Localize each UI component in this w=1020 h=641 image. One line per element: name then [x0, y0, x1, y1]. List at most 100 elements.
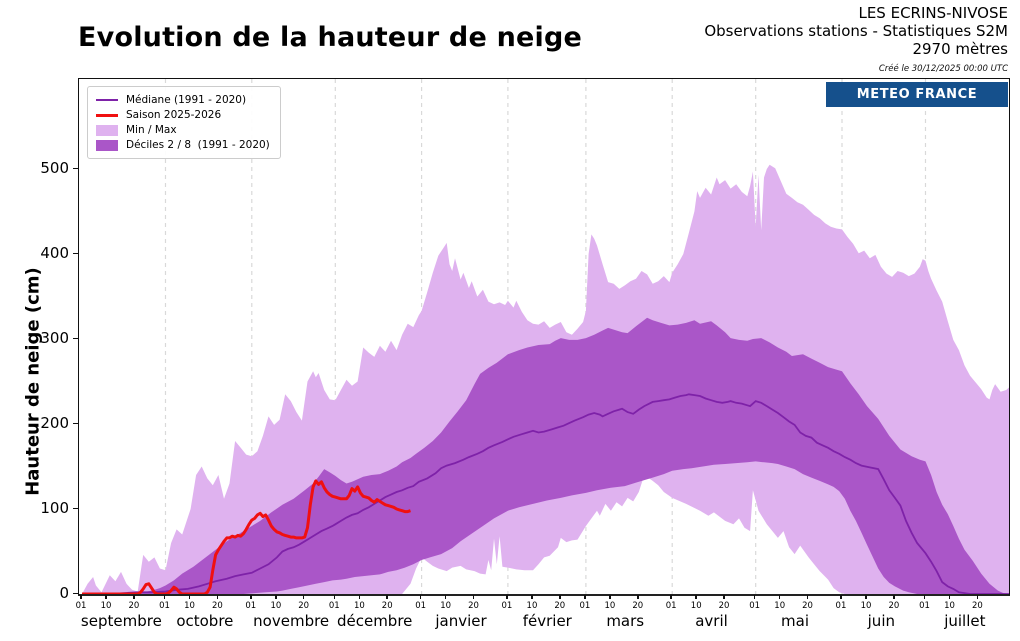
- legend-item: Min / Max: [96, 123, 270, 137]
- x-tick-label: 01: [919, 601, 930, 611]
- y-tick-mark: [73, 592, 78, 594]
- x-tick-label: 10: [100, 601, 112, 611]
- x-tick-mark: [506, 595, 508, 599]
- x-tick-label: 10: [270, 601, 282, 611]
- legend-item: Déciles 2 / 8 (1991 - 2020): [96, 138, 270, 152]
- y-tick-label: 0: [59, 584, 69, 602]
- y-tick-mark: [73, 422, 78, 424]
- x-tick-label: 20: [211, 601, 223, 611]
- x-tick-label: 20: [888, 601, 900, 611]
- legend-patch-swatch: [96, 124, 118, 136]
- x-tick-mark: [80, 595, 82, 599]
- x-tick-label: 10: [690, 601, 702, 611]
- y-tick-mark: [73, 167, 78, 169]
- x-tick-label: 01: [75, 601, 87, 611]
- month-label: septembre: [80, 612, 162, 630]
- month-label: novembre: [253, 612, 330, 630]
- y-tick-label: 500: [40, 159, 69, 177]
- x-tick-label: 20: [554, 601, 566, 611]
- x-tick-mark: [188, 595, 191, 599]
- decile-band: [82, 317, 1009, 594]
- x-axis: 01 10 20 septembre 01 10 20 octobre 01 10 20 novemb…: [76, 595, 1014, 641]
- x-tick-label: 20: [128, 601, 140, 611]
- month-label: décembre: [336, 612, 413, 630]
- legend-label: Déciles 2 / 8 (1991 - 2020): [126, 139, 270, 151]
- x-tick-label: 10: [353, 601, 365, 611]
- x-tick-mark: [275, 595, 277, 599]
- legend-label: Médiane (1991 - 2020): [126, 94, 247, 106]
- x-tick-label: 01: [579, 601, 591, 611]
- x-tick-mark: [865, 595, 867, 599]
- created-timestamp: Créé le 30/12/2025 00:00 UTC: [878, 64, 1008, 74]
- legend-item: Saison 2025-2026: [96, 108, 270, 122]
- x-tick-label: 01: [415, 601, 427, 611]
- x-tick-mark: [333, 595, 336, 599]
- month-label: juin: [867, 612, 895, 630]
- x-tick-label: 20: [468, 601, 479, 611]
- y-tick-mark: [73, 252, 78, 254]
- plot-area: Médiane (1991 - 2020) Saison 2025-2026 Min…: [78, 78, 1010, 596]
- x-tick-label: 10: [526, 601, 538, 611]
- legend-patch-swatch: [96, 139, 118, 151]
- x-tick-label: 20: [381, 601, 393, 611]
- x-tick-mark: [472, 595, 475, 599]
- chart-svg: [82, 79, 1009, 594]
- x-tick-label: 01: [835, 601, 847, 611]
- median-line: [82, 393, 1009, 594]
- page-title: Evolution de la hauteur de neige: [78, 22, 583, 53]
- x-tick-mark: [444, 595, 447, 599]
- x-tick-label: 10: [774, 601, 786, 611]
- x-tick-label: 20: [632, 601, 644, 611]
- x-tick-label: 10: [860, 601, 872, 611]
- legend-line-swatch: [96, 113, 118, 117]
- x-tick-mark: [584, 595, 586, 599]
- x-tick-mark: [419, 595, 422, 599]
- x-tick-mark: [923, 595, 926, 599]
- x-tick-mark: [302, 595, 305, 599]
- x-tick-mark: [216, 595, 219, 599]
- x-tick-mark: [893, 595, 895, 599]
- y-tick-label: 200: [40, 414, 69, 432]
- station-altitude: 2970 mètres: [912, 40, 1008, 58]
- x-tick-mark: [609, 595, 611, 599]
- x-tick-mark: [948, 595, 951, 599]
- y-tick-label: 100: [40, 499, 69, 517]
- y-axis: 0 100 200 300 400 500: [0, 78, 78, 602]
- x-tick-label: 01: [328, 601, 340, 611]
- x-tick-mark: [806, 595, 809, 599]
- station-name: LES ECRINS-NIVOSE: [858, 4, 1008, 22]
- x-tick-label: 10: [944, 601, 955, 611]
- x-tick-mark: [105, 595, 107, 599]
- x-tick-mark: [358, 595, 361, 599]
- x-tick-mark: [250, 595, 252, 599]
- x-tick-label: 01: [665, 601, 677, 611]
- y-tick-label: 400: [40, 244, 69, 262]
- x-tick-mark: [695, 595, 697, 599]
- legend-item: Médiane (1991 - 2020): [96, 93, 270, 107]
- legend: Médiane (1991 - 2020) Saison 2025-2026 Min…: [87, 86, 281, 159]
- x-tick-label: 20: [718, 601, 730, 611]
- y-tick-label: 300: [40, 329, 69, 347]
- x-tick-mark: [133, 595, 135, 599]
- x-tick-mark: [637, 595, 639, 599]
- season-line: [82, 479, 411, 594]
- x-tick-label: 10: [184, 601, 195, 611]
- station-info: LES ECRINS-NIVOSE Observations stations …: [704, 4, 1008, 58]
- x-tick-label: 20: [298, 601, 310, 611]
- x-tick-mark: [778, 595, 781, 599]
- x-tick-mark: [386, 595, 388, 599]
- x-tick-label: 01: [159, 601, 170, 611]
- x-tick-mark: [840, 595, 842, 599]
- legend-label: Saison 2025-2026: [126, 109, 222, 121]
- y-tick-mark: [73, 337, 78, 339]
- x-tick-mark: [753, 595, 756, 599]
- month-label: mai: [781, 612, 810, 630]
- month-label: octobre: [176, 612, 234, 630]
- x-tick-label: 01: [245, 601, 257, 611]
- month-label: janvier: [435, 612, 487, 630]
- x-tick-label: 10: [604, 601, 616, 611]
- y-tick-mark: [73, 507, 78, 509]
- meteo-france-banner: METEO FRANCE: [826, 82, 1008, 107]
- station-subtitle: Observations stations - Statistiques S2M: [704, 22, 1008, 40]
